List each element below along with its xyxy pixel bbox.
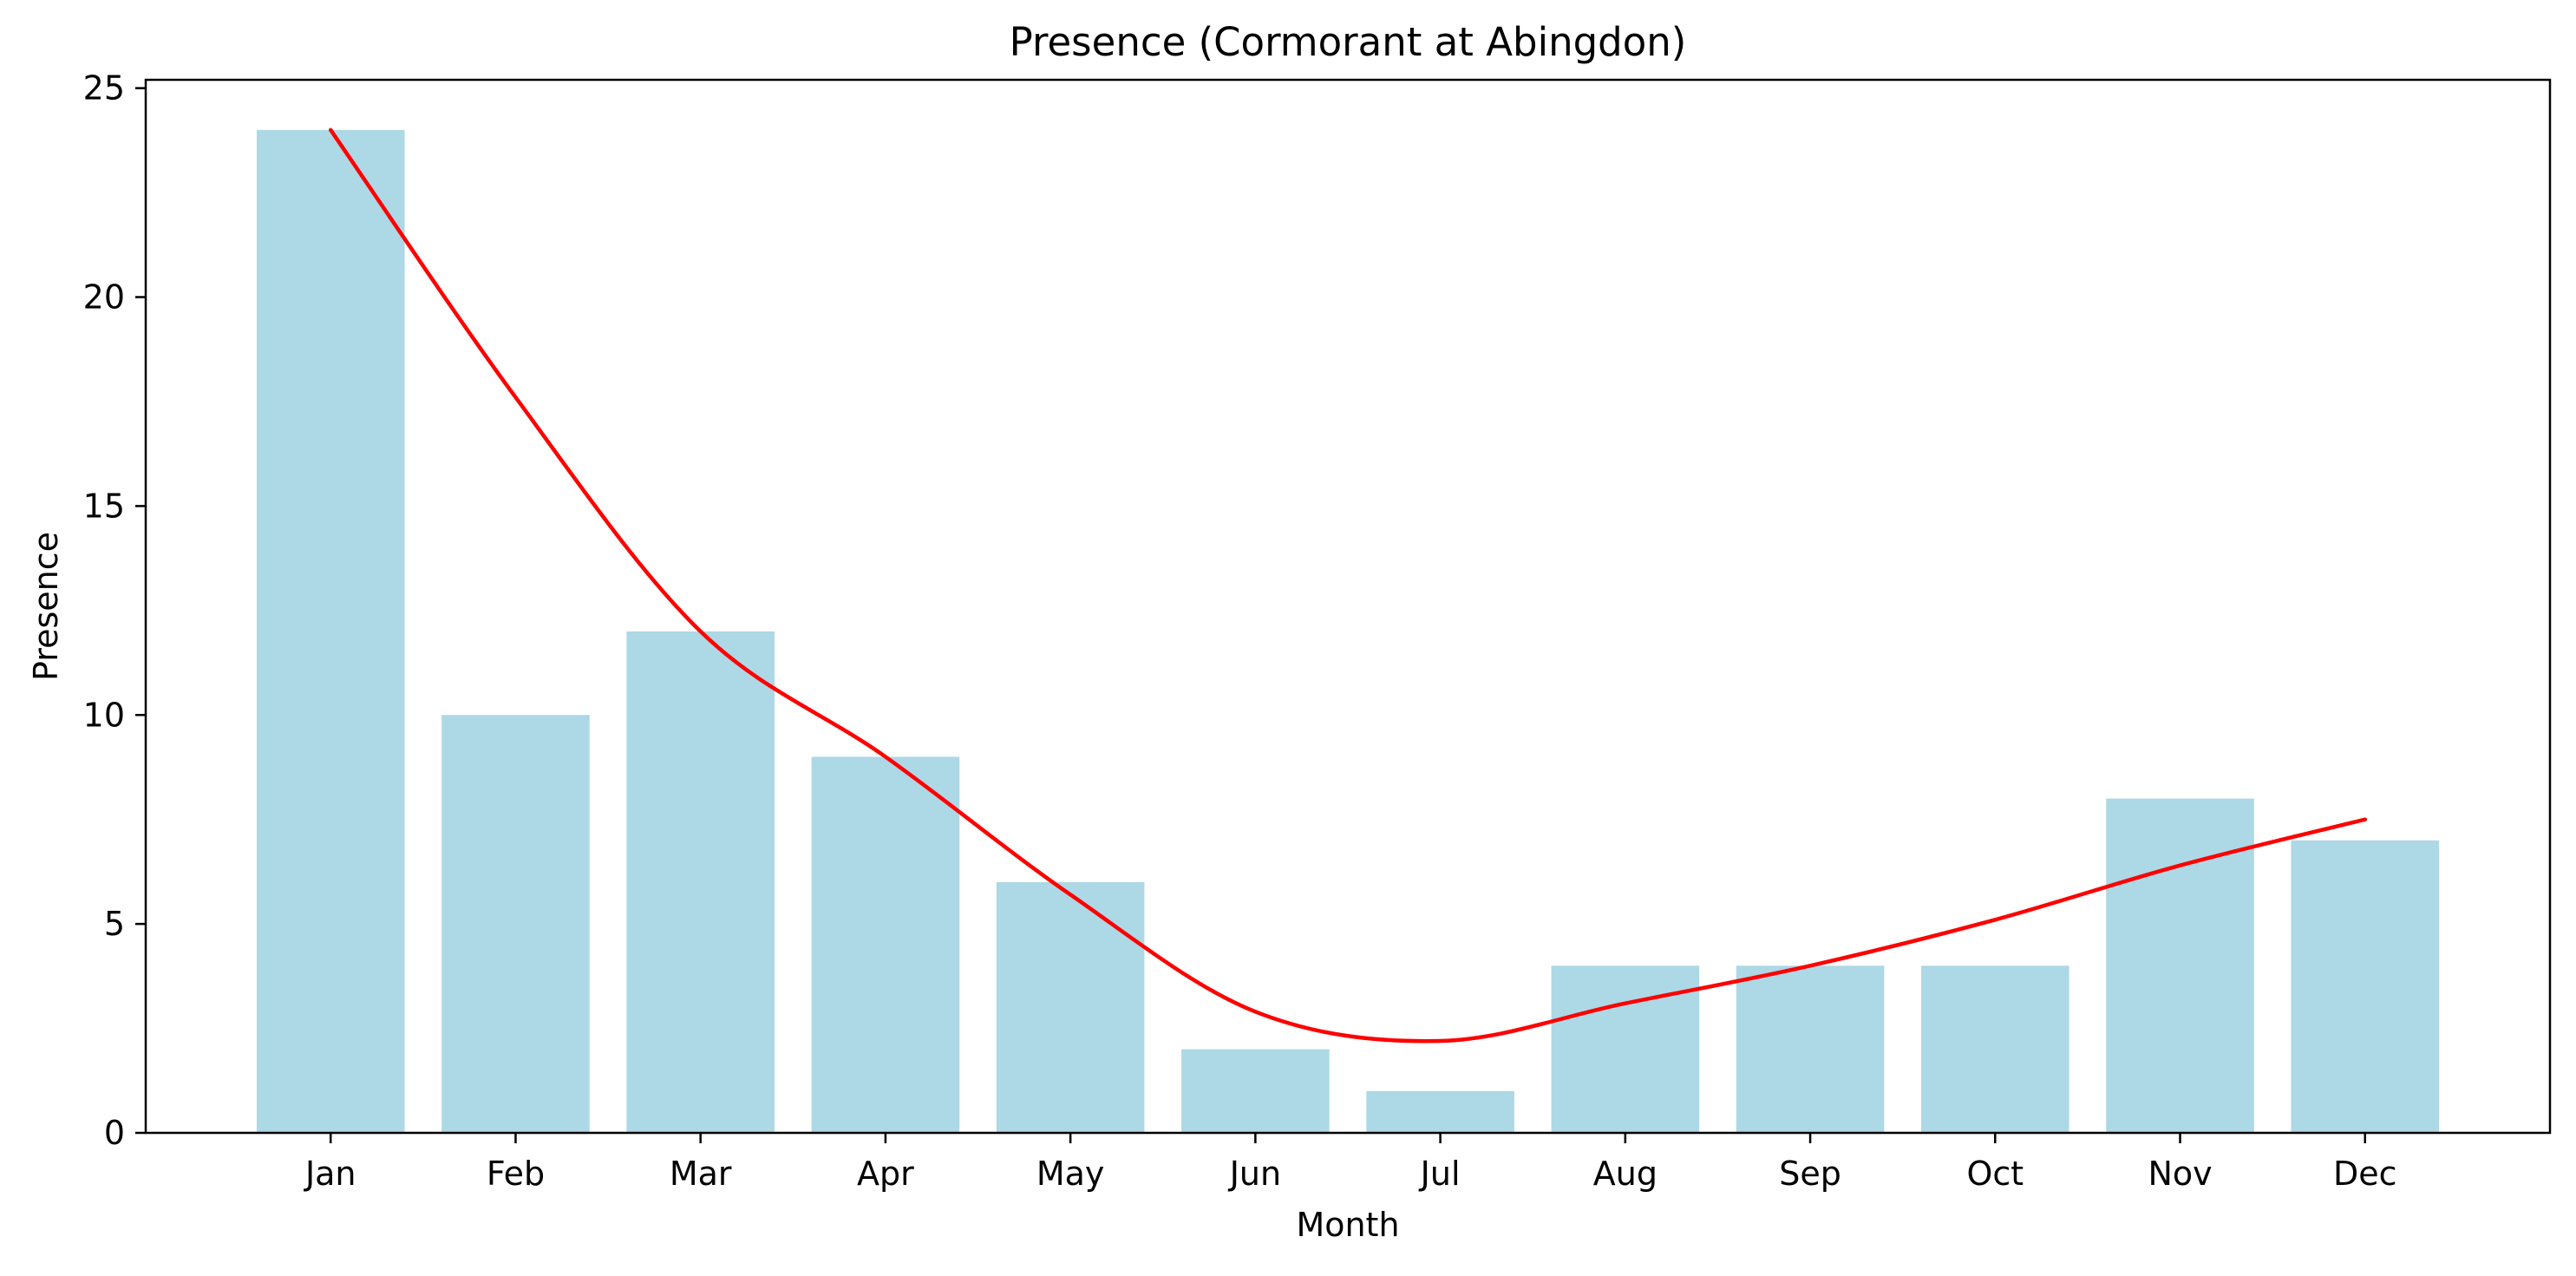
bar-dec	[2291, 840, 2440, 1133]
x-tick-label: Feb	[487, 1155, 545, 1193]
x-axis-ticks: Jan Feb Mar Apr May Jun Jul Aug Sep Oct Nov Dec	[304, 1133, 2397, 1193]
y-tick-label: 5	[104, 905, 125, 943]
x-tick-label: Jun	[1228, 1155, 1281, 1193]
x-axis-label: Month	[1296, 1206, 1399, 1244]
x-tick-label: Dec	[2333, 1155, 2397, 1193]
x-tick-label: Nov	[2148, 1155, 2212, 1193]
bar-nov	[2106, 798, 2254, 1133]
x-tick-label: Jan	[304, 1155, 356, 1193]
y-tick-label: 0	[104, 1114, 125, 1152]
x-tick-label: Apr	[857, 1155, 914, 1193]
y-tick-label: 15	[83, 487, 125, 525]
y-tick-label: 10	[83, 696, 125, 734]
x-tick-label: May	[1036, 1155, 1105, 1193]
bar-feb	[441, 715, 590, 1133]
bar-may	[996, 881, 1145, 1133]
bar-sep	[1736, 965, 1885, 1133]
trend-line	[328, 128, 2368, 1044]
bars-layer	[256, 129, 2440, 1133]
y-tick-label: 25	[83, 69, 125, 108]
bar-jul	[1366, 1090, 1514, 1133]
bar-apr	[811, 756, 960, 1133]
plot-frame	[144, 78, 2552, 1135]
y-axis-label: Presence	[27, 532, 65, 681]
x-tick-label: Sep	[1779, 1155, 1841, 1193]
y-axis-ticks: 0 5 10 15 20 25	[83, 69, 146, 1152]
x-tick-label: Jul	[1419, 1155, 1461, 1193]
chart-title: Presence (Cormorant at Abingdon)	[1010, 19, 1687, 65]
bar-aug	[1551, 965, 1700, 1133]
x-tick-label: Mar	[670, 1155, 732, 1193]
bar-jun	[1181, 1049, 1330, 1133]
x-tick-label: Aug	[1593, 1155, 1657, 1193]
y-tick-label: 20	[83, 278, 125, 317]
bar-oct	[1921, 965, 2069, 1133]
bar-jan	[256, 129, 405, 1133]
bar-mar	[626, 631, 775, 1133]
x-tick-label: Oct	[1966, 1155, 2024, 1193]
